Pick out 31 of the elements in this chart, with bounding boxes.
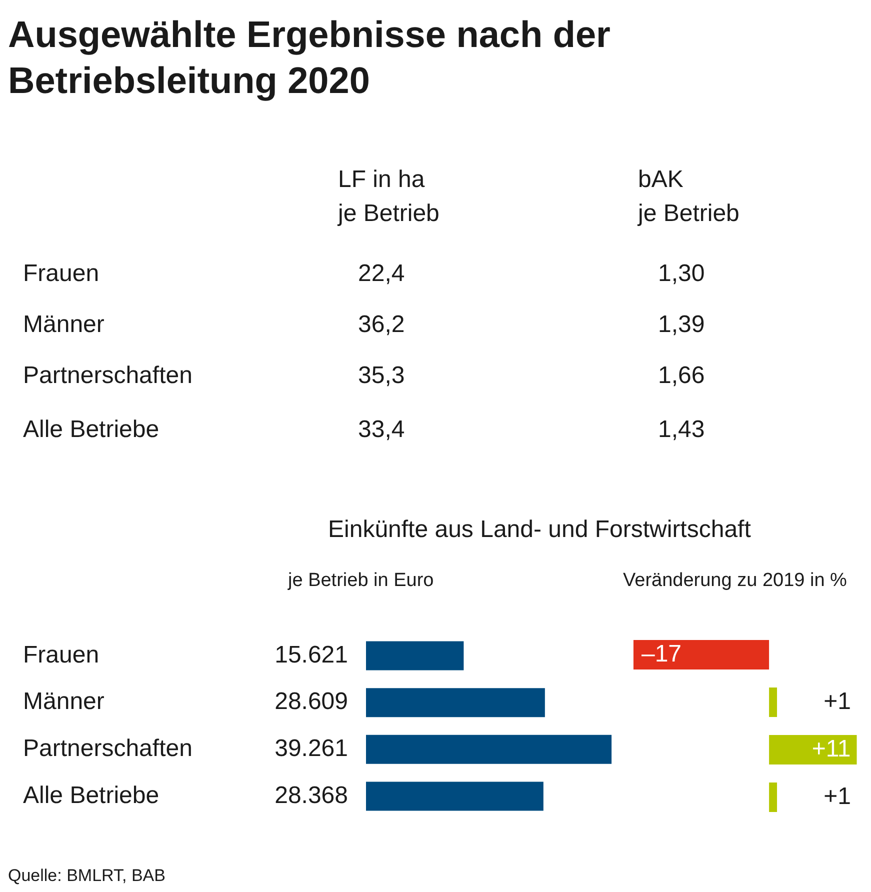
data-label: +1 bbox=[824, 688, 851, 715]
data-label: 33,4 bbox=[358, 416, 405, 444]
text: Ausgewählte Ergebnisse nach der Betriebsleitung 2020 bbox=[8, 13, 612, 103]
text: bAK je Betrieb bbox=[638, 165, 740, 229]
data-label: –17 bbox=[641, 640, 682, 668]
bar bbox=[366, 641, 464, 670]
data-label: 35,3 bbox=[358, 362, 405, 390]
data-label: 1,66 bbox=[658, 362, 705, 390]
data-label: 28.609 bbox=[274, 688, 348, 716]
y-tick-label: Partnerschaften bbox=[23, 735, 192, 762]
bar bbox=[366, 734, 612, 764]
data-label: +1 bbox=[824, 782, 851, 810]
data-label: 36,2 bbox=[358, 311, 405, 339]
bar bbox=[366, 782, 544, 811]
data-label: 15.621 bbox=[274, 641, 348, 668]
bar bbox=[366, 688, 545, 718]
y-tick-label: Frauen bbox=[23, 641, 100, 668]
chart-title: Einkünfte aus Land- und Forstwirtschaft bbox=[328, 516, 751, 544]
data-label: 1,39 bbox=[658, 311, 705, 339]
data-label: 28.368 bbox=[274, 782, 348, 809]
source-note: Quelle: BMLRT, BAB bbox=[8, 866, 166, 886]
data-label: 1,30 bbox=[658, 260, 705, 288]
data-label: 22,4 bbox=[358, 260, 405, 288]
data-label: 39.261 bbox=[274, 735, 348, 762]
data-label: +11 bbox=[812, 735, 851, 762]
data-label: 1,43 bbox=[658, 416, 705, 444]
chart-title: Veränderung zu 2019 in % bbox=[623, 570, 847, 592]
text: LF in ha je Betrieb bbox=[338, 165, 440, 229]
y-tick-label: Männer bbox=[23, 688, 104, 716]
y-tick-label: Alle Betriebe bbox=[23, 782, 160, 809]
chart-subtitle: je Betrieb in Euro bbox=[288, 570, 434, 592]
